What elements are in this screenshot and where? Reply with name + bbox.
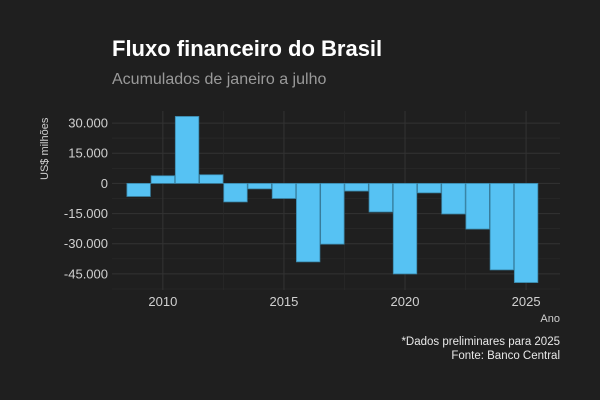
y-tick-label: -45.000	[64, 266, 108, 281]
bar-2021	[417, 183, 442, 194]
y-tick-label: -30.000	[64, 236, 108, 251]
x-axis-label: Ano	[540, 313, 560, 325]
bar-2018	[344, 183, 369, 192]
y-axis-label: US$ milhões	[39, 117, 51, 180]
bar-2010	[150, 175, 175, 184]
x-tick-label: 2010	[148, 294, 177, 309]
bar-2015	[271, 183, 297, 199]
chart-title: Fluxo financeiro do Brasil	[112, 36, 383, 61]
y-tick-label: 0	[101, 176, 108, 191]
bar-2011	[174, 116, 200, 184]
bar-2016	[296, 183, 321, 263]
chart-subtitle: Acumulados de janeiro a julho	[112, 71, 327, 88]
bar-2020	[392, 183, 418, 275]
x-tick-label: 2020	[391, 294, 420, 309]
chart-caption: *Dados preliminares para 2025 Fonte: Ban…	[401, 335, 560, 363]
y-tick-label: -15.000	[64, 206, 108, 221]
bar-2025	[513, 183, 539, 283]
y-tick-label: 30.000	[68, 116, 108, 131]
caption-source: Fonte: Banco Central	[451, 350, 560, 362]
bar-2009	[126, 183, 151, 197]
y-tick-label: 15.000	[68, 146, 108, 161]
x-tick-label: 2015	[269, 294, 298, 309]
bar-2023	[465, 183, 490, 230]
bar-2022	[441, 183, 466, 215]
bar-2012	[199, 174, 224, 184]
x-tick-label: 2025	[512, 294, 541, 309]
bar-2013	[223, 183, 248, 203]
caption-note: *Dados preliminares para 2025	[401, 336, 560, 348]
bar-2014	[247, 183, 272, 190]
bar-2024	[489, 183, 515, 271]
bar-2019	[368, 183, 393, 213]
bar-2017	[320, 183, 345, 245]
